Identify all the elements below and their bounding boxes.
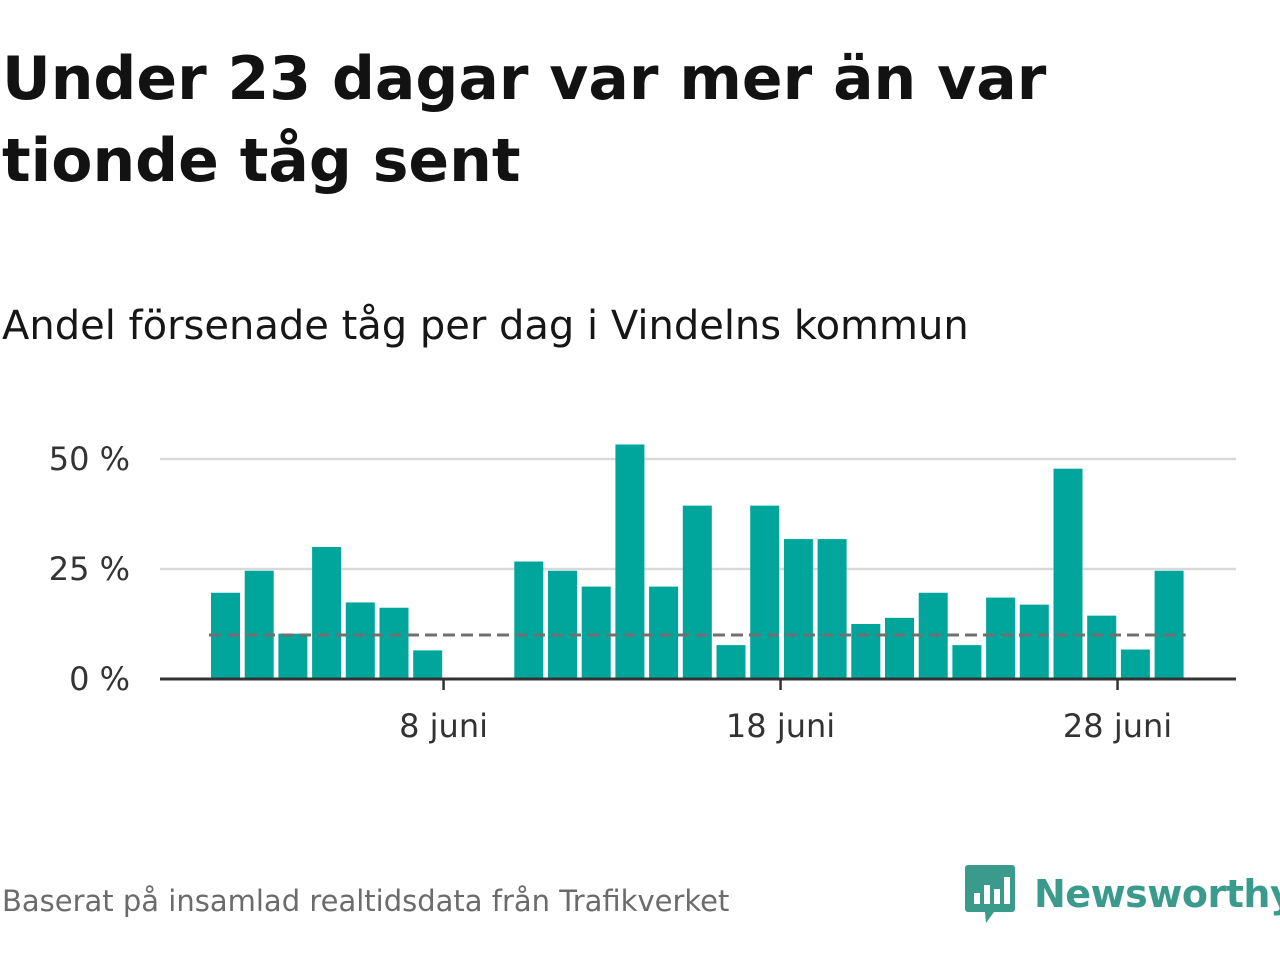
- chart-title: Under 23 dagar var mer än var tionde tåg…: [2, 44, 1047, 196]
- bar-chart: 0 % 25 % 50 % 8 juni 18 juni 28 juni: [49, 440, 1236, 745]
- bar: [312, 547, 342, 679]
- newsworthy-logo-icon: [965, 865, 1015, 923]
- bar: [514, 561, 544, 679]
- bar: [615, 444, 645, 679]
- y-axis-labels: 0 % 25 % 50 %: [49, 440, 130, 698]
- x-tick-label: 28 juni: [1063, 707, 1172, 745]
- bar: [851, 624, 881, 679]
- bar: [986, 597, 1016, 679]
- bar: [278, 633, 308, 679]
- x-tick-label: 18 juni: [726, 707, 835, 745]
- bar: [682, 505, 712, 679]
- x-tick-label: 8 juni: [399, 707, 488, 745]
- bar: [750, 505, 780, 679]
- bar: [817, 539, 847, 679]
- y-tick-label: 0 %: [69, 660, 130, 698]
- bar: [783, 539, 813, 679]
- bar: [413, 650, 443, 679]
- bar: [649, 586, 679, 679]
- x-axis-ticks: 8 juni 18 juni 28 juni: [399, 679, 1172, 745]
- brand-logo: Newsworthy: [964, 862, 1280, 926]
- source-note: Baserat på insamlad realtidsdata från Tr…: [2, 884, 730, 918]
- bar: [548, 570, 577, 679]
- bar: [1120, 649, 1150, 679]
- bar: [952, 645, 982, 679]
- bar: [379, 607, 409, 679]
- y-tick-label: 25 %: [49, 550, 130, 588]
- bar: [1019, 604, 1049, 679]
- chart-subtitle: Andel försenade tåg per dag i Vindelns k…: [2, 303, 969, 349]
- bar: [885, 617, 914, 679]
- bar: [581, 586, 611, 679]
- bar: [244, 570, 274, 679]
- bar: [1087, 615, 1117, 679]
- bar: [345, 602, 375, 679]
- bar: [1154, 570, 1184, 679]
- bar: [716, 645, 746, 679]
- y-tick-label: 50 %: [49, 440, 130, 478]
- brand-name: Newsworthy: [1034, 872, 1280, 916]
- bar: [1053, 468, 1083, 679]
- bars: [211, 444, 1184, 679]
